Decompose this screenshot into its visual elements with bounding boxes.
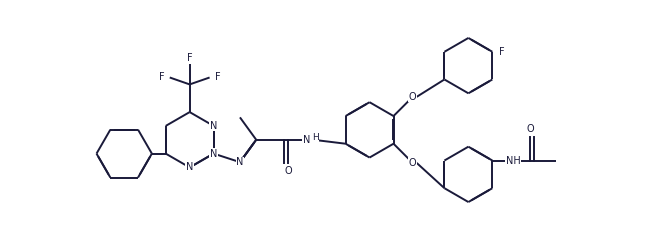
Text: F: F <box>215 72 220 82</box>
Text: N: N <box>236 157 243 167</box>
Text: F: F <box>499 47 505 57</box>
Text: O: O <box>284 166 292 176</box>
Text: N: N <box>302 135 310 145</box>
Text: N: N <box>210 121 217 131</box>
Text: O: O <box>409 92 416 102</box>
Text: O: O <box>409 158 416 168</box>
Text: NH: NH <box>506 156 520 166</box>
Text: O: O <box>526 124 534 134</box>
Text: H: H <box>312 133 318 142</box>
Text: N: N <box>210 149 217 159</box>
Text: N: N <box>186 163 194 172</box>
Text: N: N <box>210 149 217 159</box>
Text: F: F <box>159 72 164 82</box>
Text: F: F <box>187 53 192 63</box>
